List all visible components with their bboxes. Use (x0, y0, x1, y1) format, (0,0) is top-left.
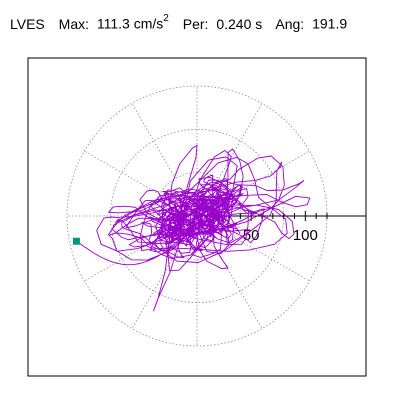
grid-spoke-60 (218, 103, 263, 179)
station-code: LVES (10, 15, 45, 32)
end-marker (72, 237, 80, 245)
angle-value: 191.9 (312, 15, 348, 32)
grid-spoke-120 (131, 103, 176, 179)
angle-label: Ang: (275, 15, 305, 32)
grid-spoke-240 (131, 253, 176, 329)
header-readout: LVES Max: 111.3 cm/s2 Per: 0.240 s Ang: … (10, 13, 348, 32)
particle-motion-path (76, 144, 311, 312)
period-label: Per: (182, 15, 209, 32)
max-exponent: 2 (163, 13, 169, 24)
plot-frame (27, 57, 367, 377)
grid-spoke-330 (234, 237, 310, 282)
period-value: 0.240 s (216, 15, 263, 32)
grid-spoke-150 (84, 150, 160, 195)
radial-tick-label-100: 100 (293, 227, 318, 244)
particle-trace (76, 144, 311, 312)
max-value: 111.3 cm/s (96, 15, 164, 32)
end-point-marker (72, 237, 80, 245)
grid-spoke-300 (218, 253, 263, 329)
max-label: Max: (58, 15, 89, 32)
grid-spoke-30 (234, 150, 310, 195)
